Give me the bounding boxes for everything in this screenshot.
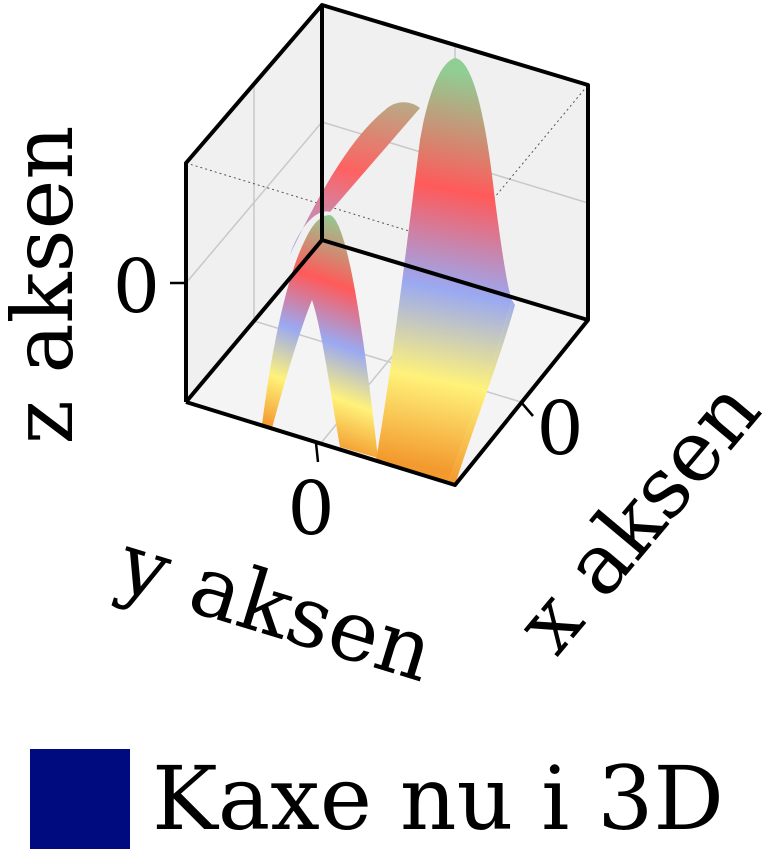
- x-tick-label: 0: [536, 386, 583, 472]
- surface-band-front-left: [262, 215, 378, 458]
- y-axis-label: y aksen: [107, 513, 445, 701]
- surface-band-main: [376, 58, 512, 483]
- box-edges: [184, 3, 590, 487]
- y-tick-label: 0: [287, 466, 334, 552]
- legend: Kaxe nu i 3D: [30, 748, 724, 850]
- surface-band-right-foot: [448, 300, 515, 485]
- legend-swatch: [30, 749, 130, 849]
- surface: [262, 58, 515, 485]
- legend-label: Kaxe nu i 3D: [152, 747, 724, 850]
- z-tick-label: 0: [113, 244, 160, 330]
- surface-ridge-left-body: [290, 102, 420, 255]
- tick-marks: [170, 281, 534, 463]
- z-axis-label: z aksen: [0, 126, 92, 445]
